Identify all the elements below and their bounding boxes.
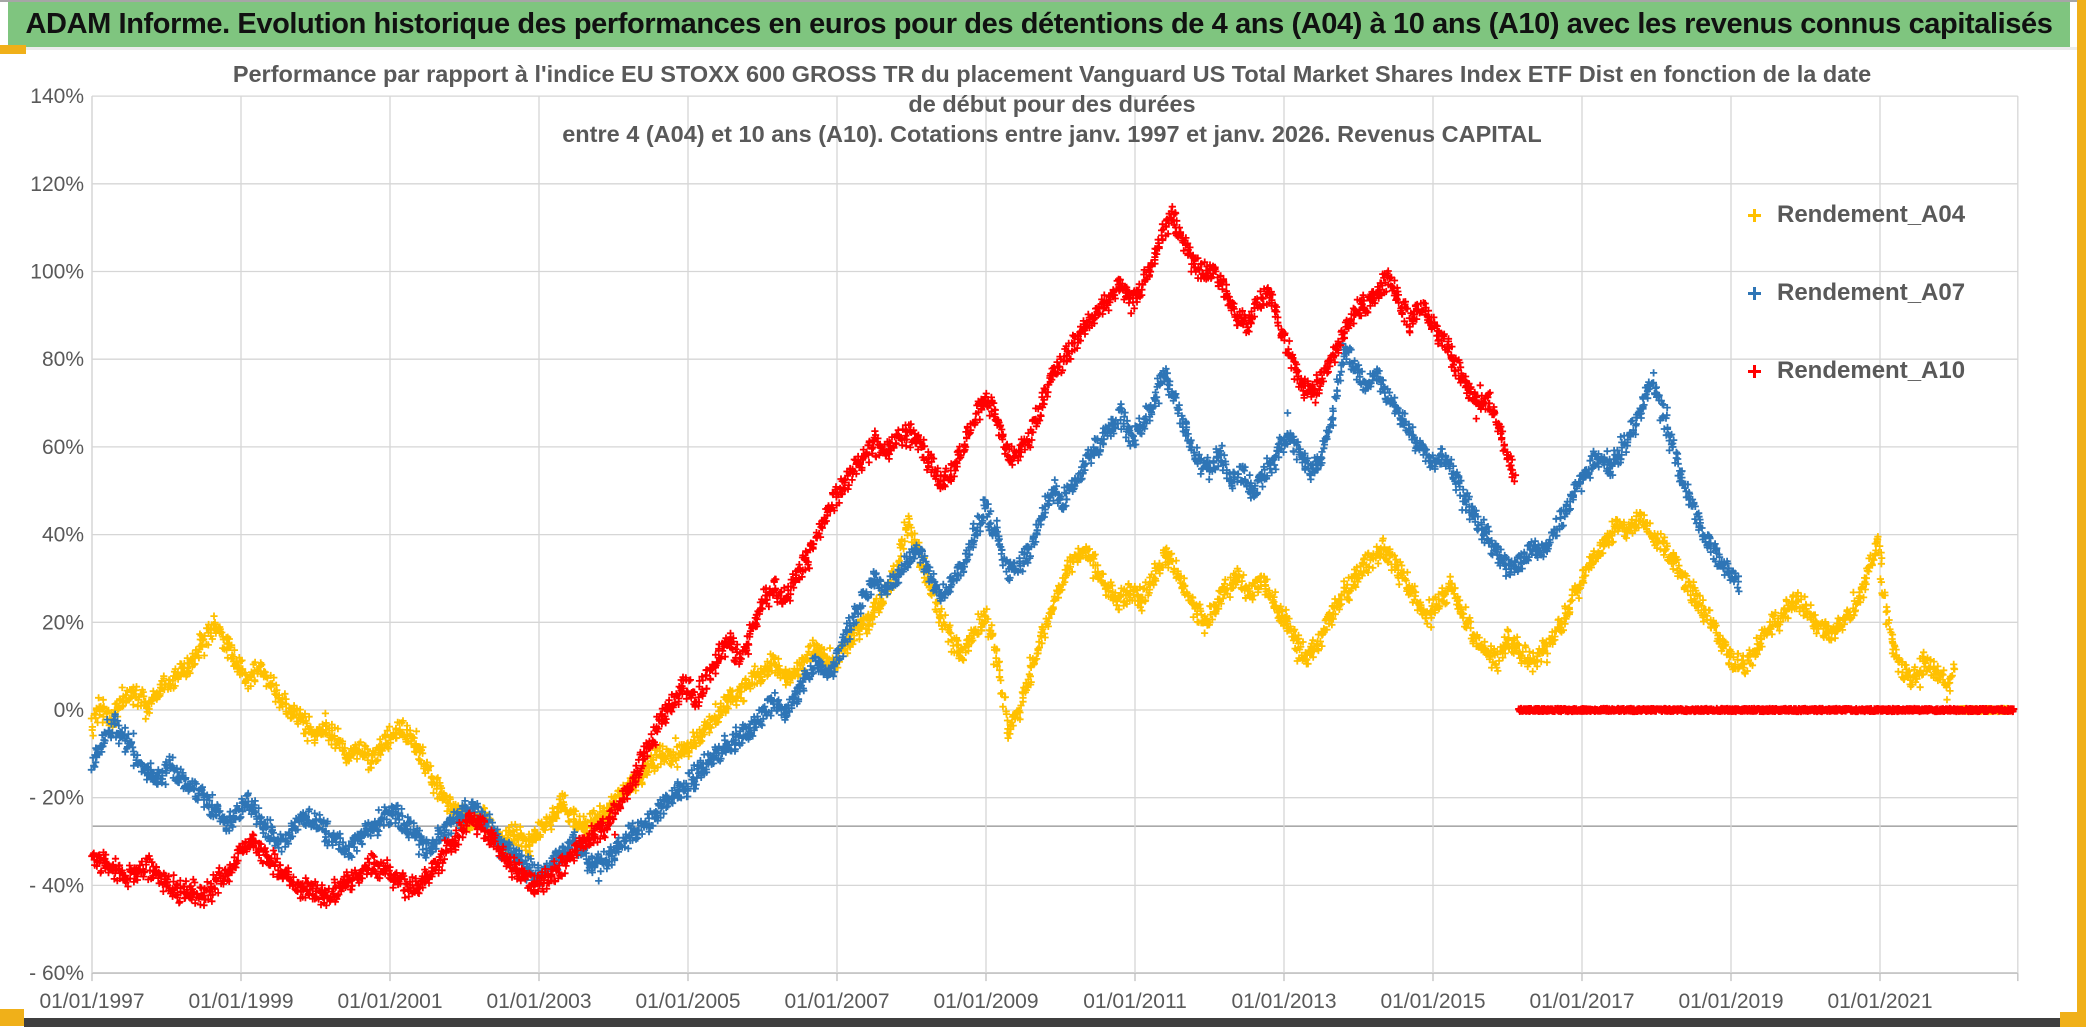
legend-label: Rendement_A07: [1777, 279, 1966, 306]
top-border-line: [0, 0, 2086, 2]
series-points-Rendement_A10: [88, 203, 1520, 909]
chart-title: Performance par rapport à l'indice EU ST…: [190, 59, 1914, 149]
x-axis-tick-label: 01/01/1999: [188, 990, 293, 1013]
y-axis-tick-label: - 40%: [29, 874, 84, 897]
report-title: ADAM Informe. Evolution historique des p…: [25, 8, 2053, 40]
bottom-border-bar: [24, 1018, 2076, 1027]
x-axis-tick-label: 01/01/2005: [635, 990, 740, 1013]
chart-title-line-3: entre 4 (A04) et 10 ans (A10). Cotations…: [562, 121, 1542, 147]
y-axis-tick-label: 100%: [30, 261, 84, 284]
x-axis-tick-label: 01/01/2011: [1083, 990, 1187, 1013]
x-axis-tick-label: 01/01/1997: [39, 990, 144, 1013]
y-axis-tick-label: - 20%: [29, 787, 84, 810]
x-axis-tick-label: 01/01/2009: [933, 990, 1038, 1013]
x-axis-tick-label: 01/01/2021: [1827, 990, 1932, 1013]
y-axis-tick-label: 80%: [42, 348, 84, 371]
y-axis-tick-label: 140%: [30, 85, 84, 108]
legend-item-rendement-a04: Rendement_A04: [1747, 200, 1965, 230]
series-zero-tail-Rendement_A10: [1515, 704, 2018, 716]
gold-accent-bottom-right: [2060, 1012, 2086, 1027]
report-header: ADAM Informe. Evolution historique des p…: [8, 2, 2070, 47]
x-axis-tick-label: 01/01/2007: [784, 990, 889, 1013]
chart-title-line-2: de début pour des durées: [908, 91, 1196, 117]
plus-marker-icon: [1747, 286, 1762, 301]
legend-item-rendement-a10: Rendement_A10: [1747, 356, 1965, 386]
y-axis-tick-label: 40%: [42, 524, 84, 547]
y-axis-tick-label: 0%: [54, 699, 84, 722]
header-underline: [0, 47, 2086, 50]
legend-label: Rendement_A10: [1777, 357, 1966, 384]
y-axis-tick-label: 120%: [30, 173, 84, 196]
y-axis-tick-label: - 60%: [29, 962, 84, 985]
gold-accent-top-left: [0, 45, 26, 54]
x-axis-tick-label: 01/01/2017: [1529, 990, 1634, 1013]
chart-legend: Rendement_A04 Rendement_A07 Rendement_A1…: [1747, 200, 1965, 434]
y-axis-tick-label: 60%: [42, 436, 84, 459]
series-points-Rendement_A04: [87, 509, 1959, 860]
legend-item-rendement-a07: Rendement_A07: [1747, 278, 1965, 308]
plus-marker-icon: [1747, 364, 1762, 379]
gold-accent-bottom-left: [0, 1009, 24, 1026]
legend-label: Rendement_A04: [1777, 201, 1966, 228]
x-axis-tick-label: 01/01/2003: [486, 990, 591, 1013]
gold-accent-right-border: [2077, 0, 2086, 1026]
x-axis-tick-label: 01/01/2015: [1380, 990, 1485, 1013]
series-points-Rendement_A07: [87, 340, 1743, 888]
y-axis-tick-label: 20%: [42, 611, 84, 634]
x-axis-tick-label: 01/01/2001: [337, 990, 442, 1013]
chart-title-line-1: Performance par rapport à l'indice EU ST…: [232, 61, 1872, 87]
plus-marker-icon: [1747, 208, 1762, 223]
x-axis-tick-label: 01/01/2019: [1678, 990, 1783, 1013]
x-axis-tick-label: 01/01/2013: [1231, 990, 1336, 1013]
